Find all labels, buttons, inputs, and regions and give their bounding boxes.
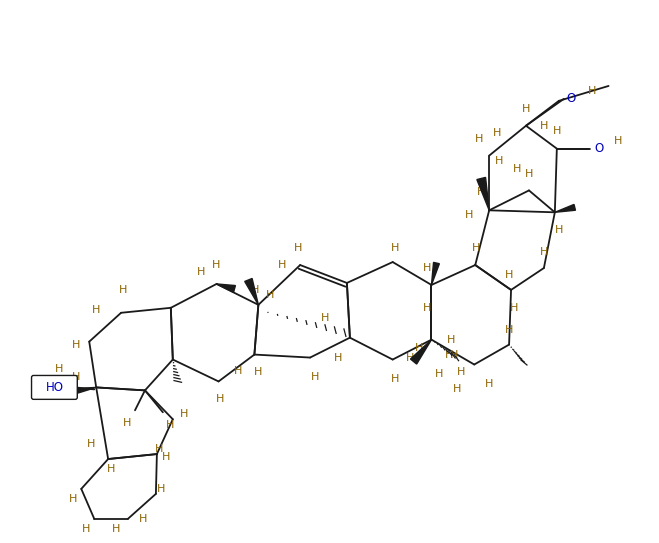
Text: H: H	[457, 368, 465, 377]
Text: H: H	[157, 484, 165, 494]
Text: HO: HO	[45, 381, 63, 394]
Text: H: H	[266, 290, 275, 300]
Polygon shape	[217, 284, 235, 292]
Text: H: H	[87, 439, 96, 449]
Text: H: H	[123, 418, 131, 428]
Polygon shape	[555, 204, 575, 212]
Text: H: H	[477, 187, 486, 198]
Text: H: H	[450, 350, 459, 359]
Text: H: H	[415, 343, 424, 352]
Text: H: H	[587, 86, 596, 96]
Text: H: H	[435, 369, 444, 380]
Text: H: H	[465, 210, 473, 220]
Text: H: H	[112, 523, 121, 534]
Text: H: H	[165, 420, 174, 430]
Text: H: H	[405, 352, 414, 363]
Text: H: H	[333, 352, 342, 363]
Text: H: H	[69, 494, 78, 504]
Text: H: H	[119, 285, 127, 295]
Text: H: H	[82, 523, 90, 534]
Text: H: H	[493, 128, 501, 138]
Text: H: H	[614, 136, 623, 146]
Text: H: H	[72, 372, 80, 382]
Text: H: H	[254, 368, 262, 377]
Text: H: H	[525, 168, 533, 179]
Text: H: H	[139, 514, 147, 524]
Text: H: H	[391, 375, 399, 384]
Text: H: H	[522, 104, 530, 114]
Text: O: O	[594, 142, 603, 155]
Text: H: H	[553, 126, 561, 136]
Text: H: H	[513, 163, 521, 174]
Text: H: H	[555, 225, 563, 235]
Text: H: H	[212, 260, 219, 270]
Polygon shape	[68, 387, 96, 396]
Text: H: H	[472, 243, 480, 253]
Text: H: H	[55, 364, 63, 375]
Text: H: H	[235, 367, 243, 376]
Text: H: H	[495, 156, 503, 166]
Text: H: H	[107, 464, 115, 474]
Text: H: H	[540, 247, 548, 257]
Text: H: H	[505, 270, 513, 280]
Text: H: H	[92, 305, 100, 315]
Text: H: H	[216, 394, 225, 405]
Text: H: H	[447, 334, 455, 345]
Text: H: H	[155, 444, 163, 454]
Text: H: H	[475, 134, 484, 144]
Text: H: H	[311, 372, 319, 382]
Text: H: H	[423, 303, 432, 313]
Text: H: H	[423, 263, 432, 273]
Text: H: H	[278, 260, 287, 270]
Text: H: H	[196, 267, 205, 277]
Text: H: H	[391, 243, 399, 253]
Text: H: H	[510, 303, 518, 313]
Text: H: H	[540, 121, 548, 131]
FancyBboxPatch shape	[32, 375, 77, 399]
Text: H: H	[321, 313, 330, 323]
Text: H: H	[72, 339, 80, 350]
Text: H: H	[445, 350, 453, 359]
Polygon shape	[432, 262, 440, 285]
Text: H: H	[251, 285, 260, 295]
Text: H: H	[485, 380, 494, 389]
Text: H: H	[179, 409, 188, 419]
Polygon shape	[244, 279, 258, 305]
Text: O: O	[566, 92, 575, 105]
Polygon shape	[411, 340, 432, 364]
Polygon shape	[477, 178, 489, 210]
Text: H: H	[294, 243, 302, 253]
Text: H: H	[453, 384, 461, 394]
Text: H: H	[505, 325, 513, 334]
Text: H: H	[161, 452, 170, 462]
